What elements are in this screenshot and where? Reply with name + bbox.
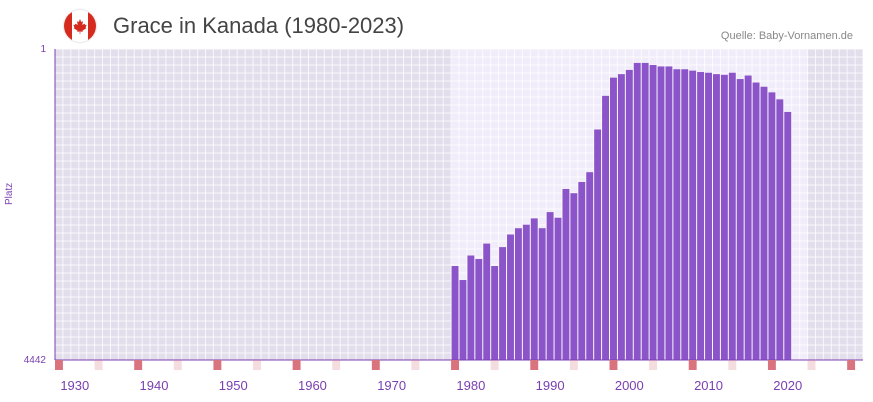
bar-2004 <box>657 66 665 360</box>
x-tick-label-1960: 1960 <box>298 378 327 393</box>
tick-marker-2028 <box>847 360 856 370</box>
canada-flag-icon <box>64 10 96 42</box>
bar-1979 <box>459 280 467 360</box>
bar-1998 <box>610 77 617 361</box>
source-label: Quelle: Baby-Vornamen.de <box>720 30 853 42</box>
axis-labels: 1930 1940 1950 1960 1970 1980 1990 2000 2010 2020… <box>24 44 802 393</box>
bar-2007 <box>681 69 689 360</box>
x-tick-label-1950: 1950 <box>219 378 248 393</box>
x-tick-label-1940: 1940 <box>140 378 169 393</box>
tick-marker-1958 <box>292 360 301 370</box>
bar-1992 <box>562 188 570 360</box>
bar-1981 <box>475 259 483 360</box>
x-tick-label-2000: 2000 <box>615 378 644 393</box>
data-bars <box>451 62 792 361</box>
tick-marker-1938 <box>134 360 143 370</box>
y-tick-label-top: 1 <box>40 44 46 55</box>
tick-marker-1973 <box>411 360 420 370</box>
bar-2018 <box>768 92 776 361</box>
bar-1988 <box>530 218 538 360</box>
bar-1987 <box>522 224 530 360</box>
tick-marker-1953 <box>253 360 261 370</box>
x-tick-label-1990: 1990 <box>536 378 565 393</box>
bar-1999 <box>617 74 625 361</box>
bar-1982 <box>483 243 491 360</box>
bar-1993 <box>570 193 578 360</box>
tick-marker-1948 <box>213 360 222 370</box>
bar-2020 <box>784 111 792 360</box>
tick-marker-2008 <box>688 360 697 370</box>
x-tick-label-2020: 2020 <box>773 378 802 393</box>
bar-2003 <box>649 65 657 360</box>
tick-marker-1988 <box>530 360 539 370</box>
bar-1997 <box>602 95 610 361</box>
bar-1996 <box>594 129 602 360</box>
tick-marker-1943 <box>173 360 182 370</box>
y-tick-label-bottom: 4442 <box>24 355 47 366</box>
bar-1978 <box>451 266 459 360</box>
bar-2016 <box>752 82 760 361</box>
bar-2012 <box>720 74 728 360</box>
tick-marker-1968 <box>371 360 380 370</box>
bar-2001 <box>633 62 641 361</box>
tick-marker-2023 <box>807 360 816 370</box>
bar-1983 <box>491 266 499 360</box>
tick-marker-2003 <box>649 360 658 370</box>
bar-1995 <box>586 172 594 360</box>
bar-1990 <box>546 212 554 360</box>
tick-marker-1978 <box>451 360 459 370</box>
bar-1980 <box>467 255 475 360</box>
x-tick-label-1980: 1980 <box>456 378 485 393</box>
tick-marker-1928 <box>55 360 63 370</box>
tick-marker-2013 <box>728 360 737 370</box>
bar-2019 <box>776 99 784 360</box>
x-tick-label-1970: 1970 <box>377 378 406 393</box>
bar-2015 <box>744 75 752 361</box>
bar-2002 <box>641 62 649 361</box>
tick-marker-1993 <box>569 360 578 370</box>
axes <box>54 49 863 370</box>
bar-2008 <box>689 70 697 361</box>
bar-2014 <box>736 79 744 361</box>
tick-marker-1933 <box>94 360 103 370</box>
bar-2005 <box>665 66 673 360</box>
bar-2006 <box>673 69 681 360</box>
bar-2017 <box>760 86 768 360</box>
x-tick-label-1930: 1930 <box>60 378 89 393</box>
bar-2013 <box>728 72 736 360</box>
bar-1989 <box>538 228 546 360</box>
tick-marker-2018 <box>767 360 776 370</box>
bar-1991 <box>554 217 562 360</box>
tick-marker-1998 <box>609 360 618 370</box>
chart-title: Grace in Kanada (1980-2023) <box>113 13 405 38</box>
bar-1984 <box>499 247 507 360</box>
bar-2011 <box>712 74 720 361</box>
bar-2009 <box>697 72 705 361</box>
bar-1985 <box>507 234 514 360</box>
bar-2000 <box>625 69 633 360</box>
tick-marker-1963 <box>332 360 341 370</box>
bar-2010 <box>705 72 712 360</box>
x-tick-label-2010: 2010 <box>694 378 723 393</box>
bar-1994 <box>578 181 586 360</box>
plot-grid <box>54 48 864 360</box>
tick-marker-1983 <box>490 360 499 370</box>
bar-1986 <box>514 228 522 360</box>
